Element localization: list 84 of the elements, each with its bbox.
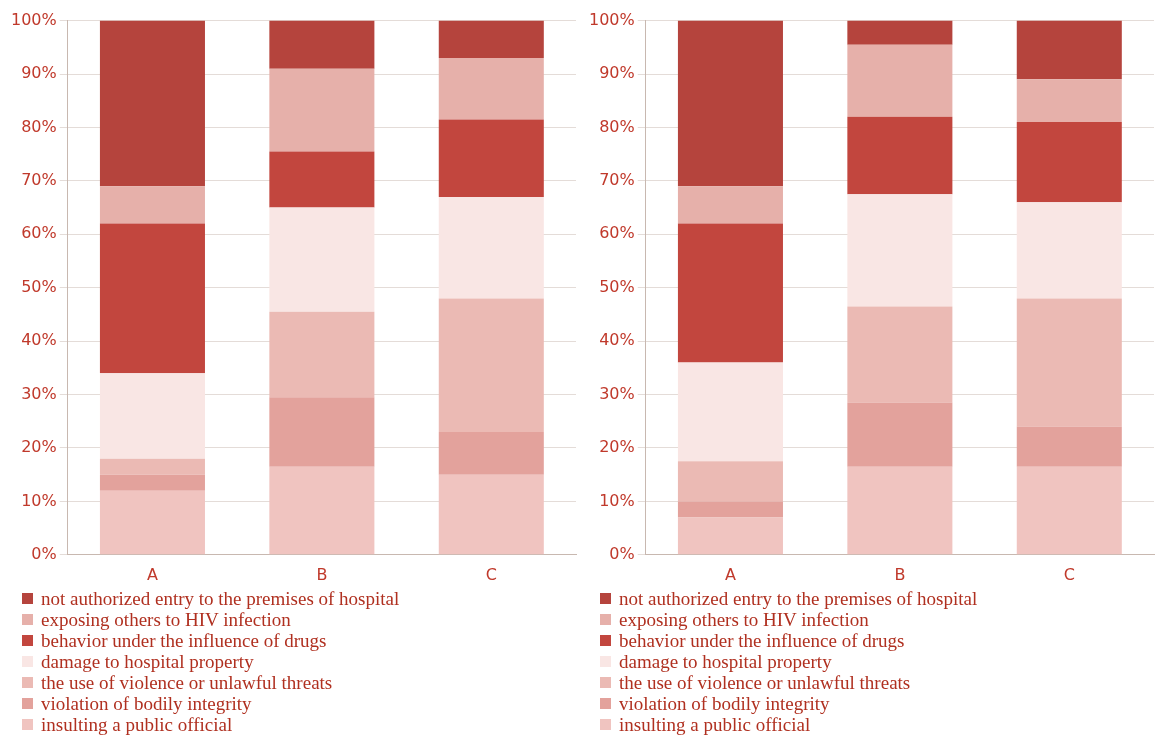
- y-tick-label: 90%: [21, 63, 57, 83]
- bar: [438, 196, 544, 299]
- y-tick-label: 80%: [599, 116, 635, 136]
- legend-label: not authorized entry to the premises of hospital: [619, 588, 978, 609]
- bar: [438, 474, 544, 555]
- bar: [269, 20, 375, 69]
- bar: [1016, 202, 1122, 299]
- bar: [99, 223, 205, 374]
- bar: [677, 20, 783, 187]
- bar: [677, 461, 783, 502]
- bar: [99, 474, 205, 491]
- x-tick-label: C: [485, 564, 497, 584]
- bar: [438, 57, 544, 120]
- y-tick-label: 100%: [588, 9, 635, 29]
- y-tick-label: 30%: [599, 383, 635, 403]
- bar: [269, 466, 375, 555]
- y-tick-label: 30%: [21, 383, 57, 403]
- bar: [1016, 122, 1122, 203]
- bar: [99, 490, 205, 555]
- bar: [1016, 298, 1122, 427]
- bar: [99, 373, 205, 459]
- legend-label: insulting a public official: [619, 714, 811, 735]
- y-tick-label: 0%: [609, 543, 635, 563]
- bar: [847, 44, 953, 117]
- y-tick-label: 60%: [21, 223, 57, 243]
- y-tick-label: 50%: [21, 276, 57, 296]
- bar: [847, 194, 953, 307]
- y-tick-label: 90%: [599, 63, 635, 83]
- legend-label: exposing others to HIV infection: [41, 609, 291, 630]
- x-tick-label: A: [724, 564, 736, 584]
- y-tick-label: 10%: [599, 490, 635, 510]
- bar: [847, 466, 953, 555]
- bar: [269, 311, 375, 398]
- bar: [847, 306, 953, 403]
- bar: [1016, 426, 1122, 467]
- bar: [269, 151, 375, 208]
- bar: [438, 431, 544, 475]
- y-tick-label: 20%: [21, 437, 57, 457]
- legend-label: damage to hospital property: [619, 651, 832, 672]
- legend-label: violation of bodily integrity: [619, 693, 830, 714]
- y-tick-label: 100%: [10, 9, 57, 29]
- y-tick-label: 70%: [599, 170, 635, 190]
- y-tick-label: 40%: [21, 330, 57, 350]
- y-tick-label: 70%: [21, 170, 57, 190]
- y-tick-label: 50%: [599, 276, 635, 296]
- bar: [677, 517, 783, 555]
- bar: [1016, 466, 1122, 555]
- bar: [677, 362, 783, 462]
- legend-label: damage to hospital property: [41, 651, 254, 672]
- bar: [847, 402, 953, 467]
- y-tick-label: 40%: [599, 330, 635, 350]
- x-tick-label: A: [146, 564, 158, 584]
- bar: [269, 68, 375, 152]
- legend-label: behavior under the influence of drugs: [619, 630, 905, 651]
- bar: [677, 223, 783, 363]
- bar: [99, 186, 205, 224]
- bar: [99, 20, 205, 187]
- bar: [1016, 79, 1122, 123]
- bar: [269, 207, 375, 312]
- y-tick-label: 80%: [21, 116, 57, 136]
- legend-label: insulting a public official: [41, 714, 233, 735]
- legend-label: the use of violence or unlawful threats: [41, 672, 333, 693]
- y-tick-label: 60%: [599, 223, 635, 243]
- y-tick-label: 0%: [31, 543, 57, 563]
- bar: [1016, 20, 1122, 80]
- bar: [269, 397, 375, 467]
- x-tick-label: B: [894, 564, 906, 584]
- y-tick-label: 10%: [21, 490, 57, 510]
- bar: [677, 501, 783, 518]
- bar: [847, 116, 953, 195]
- legend-label: behavior under the influence of drugs: [41, 630, 327, 651]
- legend-label: violation of bodily integrity: [41, 693, 252, 714]
- bar: [438, 119, 544, 197]
- bar: [847, 20, 953, 45]
- bar: [677, 186, 783, 224]
- legend-label: not authorized entry to the premises of hospital: [41, 588, 400, 609]
- x-tick-label: B: [316, 564, 328, 584]
- legend-label: exposing others to HIV infection: [619, 609, 869, 630]
- x-tick-label: C: [1063, 564, 1075, 584]
- bar: [99, 458, 205, 475]
- bar: [438, 20, 544, 58]
- legend-label: the use of violence or unlawful threats: [619, 672, 911, 693]
- bar: [438, 298, 544, 432]
- y-tick-label: 20%: [599, 437, 635, 457]
